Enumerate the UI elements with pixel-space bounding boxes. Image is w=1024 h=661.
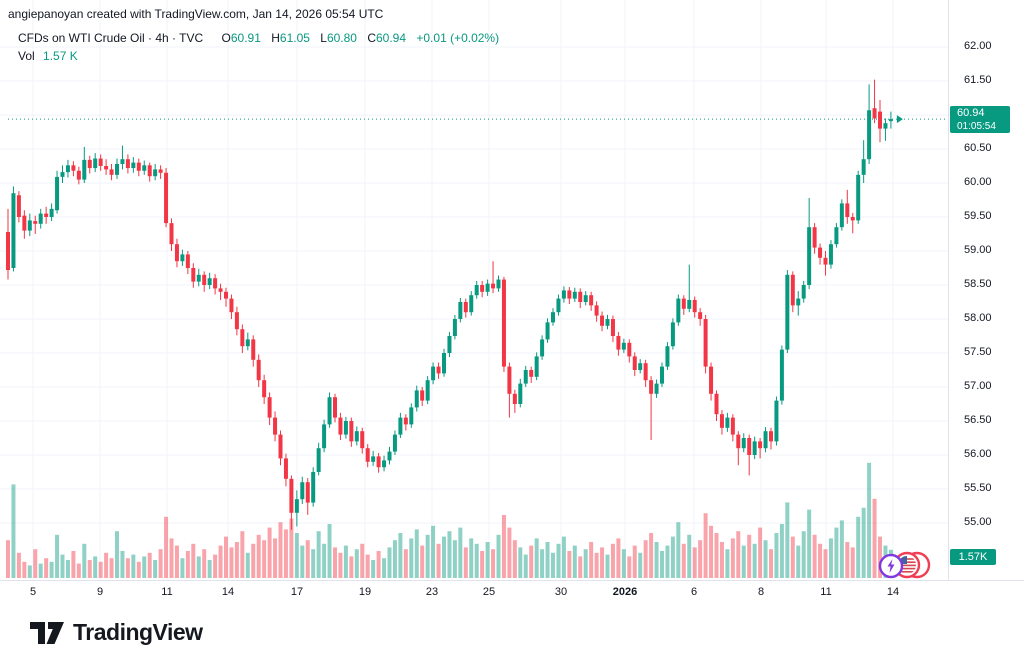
time-tick-label: 14 [221,586,235,598]
symbol-title[interactable]: CFDs on WTI Crude Oil · 4h · TVC [18,31,204,45]
price-tick-label: 62.00 [964,40,992,52]
high-label: H [271,31,280,45]
high-value: 61.05 [279,31,310,45]
price-tick-label: 60.00 [964,176,992,188]
open-label: O [221,31,231,45]
price-tick-label: 58.00 [964,312,992,324]
time-tick-label: 8 [757,586,765,598]
price-tick-label: 55.00 [964,516,992,528]
price-tick-label: 56.50 [964,414,992,426]
price-tick-label: 59.50 [964,210,992,222]
time-tick-label: 25 [482,586,496,598]
tradingview-logo[interactable]: TradingView [30,619,203,646]
time-tick-label: 14 [886,586,900,598]
us-flag-event-icon[interactable] [893,551,921,579]
price-tick-label: 61.50 [964,74,992,86]
time-tick-label: 2026 [612,586,638,598]
economic-events-markers[interactable] [876,549,936,581]
time-tick-label: 19 [358,586,372,598]
current-price: 60.94 [957,107,985,120]
price-tick-label: 56.00 [964,448,992,460]
price-tick-label: 59.00 [964,244,992,256]
time-tick-label: 5 [29,586,37,598]
legend-row-volume: Vol 1.57 K [18,49,499,63]
low-label: L [320,31,327,45]
price-axis[interactable]: 62.0061.5061.0060.5060.0059.5059.0058.50… [948,0,1024,580]
candlestick-chart[interactable] [0,0,1024,601]
watermark-attribution: angiepanoyan created with TradingView.co… [8,7,384,21]
time-tick-label: 11 [161,586,173,598]
price-tick-label: 57.00 [964,380,992,392]
bar-countdown: 01:05:54 [957,121,996,133]
current-price-badge: 60.94 01:05:54 [950,106,1010,134]
open-value: 60.91 [230,31,261,45]
volume-label: Vol [18,49,35,63]
chart-legend: CFDs on WTI Crude Oil · 4h · TVC O60.91 … [18,31,499,63]
low-value: 60.80 [326,31,357,45]
close-value: 60.94 [376,31,407,45]
price-tick-label: 55.50 [964,482,992,494]
tradingview-logo-icon [30,621,64,644]
price-tick-label: 60.50 [964,142,992,154]
close-label: C [367,31,376,45]
time-tick-label: 9 [96,586,104,598]
lightning-event-icon[interactable] [878,553,904,579]
price-tick-label: 58.50 [964,278,992,290]
volume-value: 1.57 K [43,49,78,63]
time-axis[interactable]: 5 9 11 14 17 19 23 25 30 2026 6 8 11 14 [0,580,1024,603]
last-price-marker [896,115,903,124]
grid-layer [0,0,948,580]
tradingview-logo-text: TradingView [73,619,203,645]
time-tick-label: 6 [690,586,698,598]
price-tick-label: 57.50 [964,346,992,358]
legend-row-main: CFDs on WTI Crude Oil · 4h · TVC O60.91 … [18,31,499,45]
volume-axis-badge: 1.57K [950,549,996,565]
time-tick-label: 11 [820,586,832,598]
candles-layer [6,79,893,530]
volume-layer [6,462,893,578]
time-tick-label: 23 [425,586,439,598]
time-tick-label: 30 [554,586,568,598]
change-value: +0.01 (+0.02%) [416,31,500,45]
time-tick-label: 17 [290,586,304,598]
